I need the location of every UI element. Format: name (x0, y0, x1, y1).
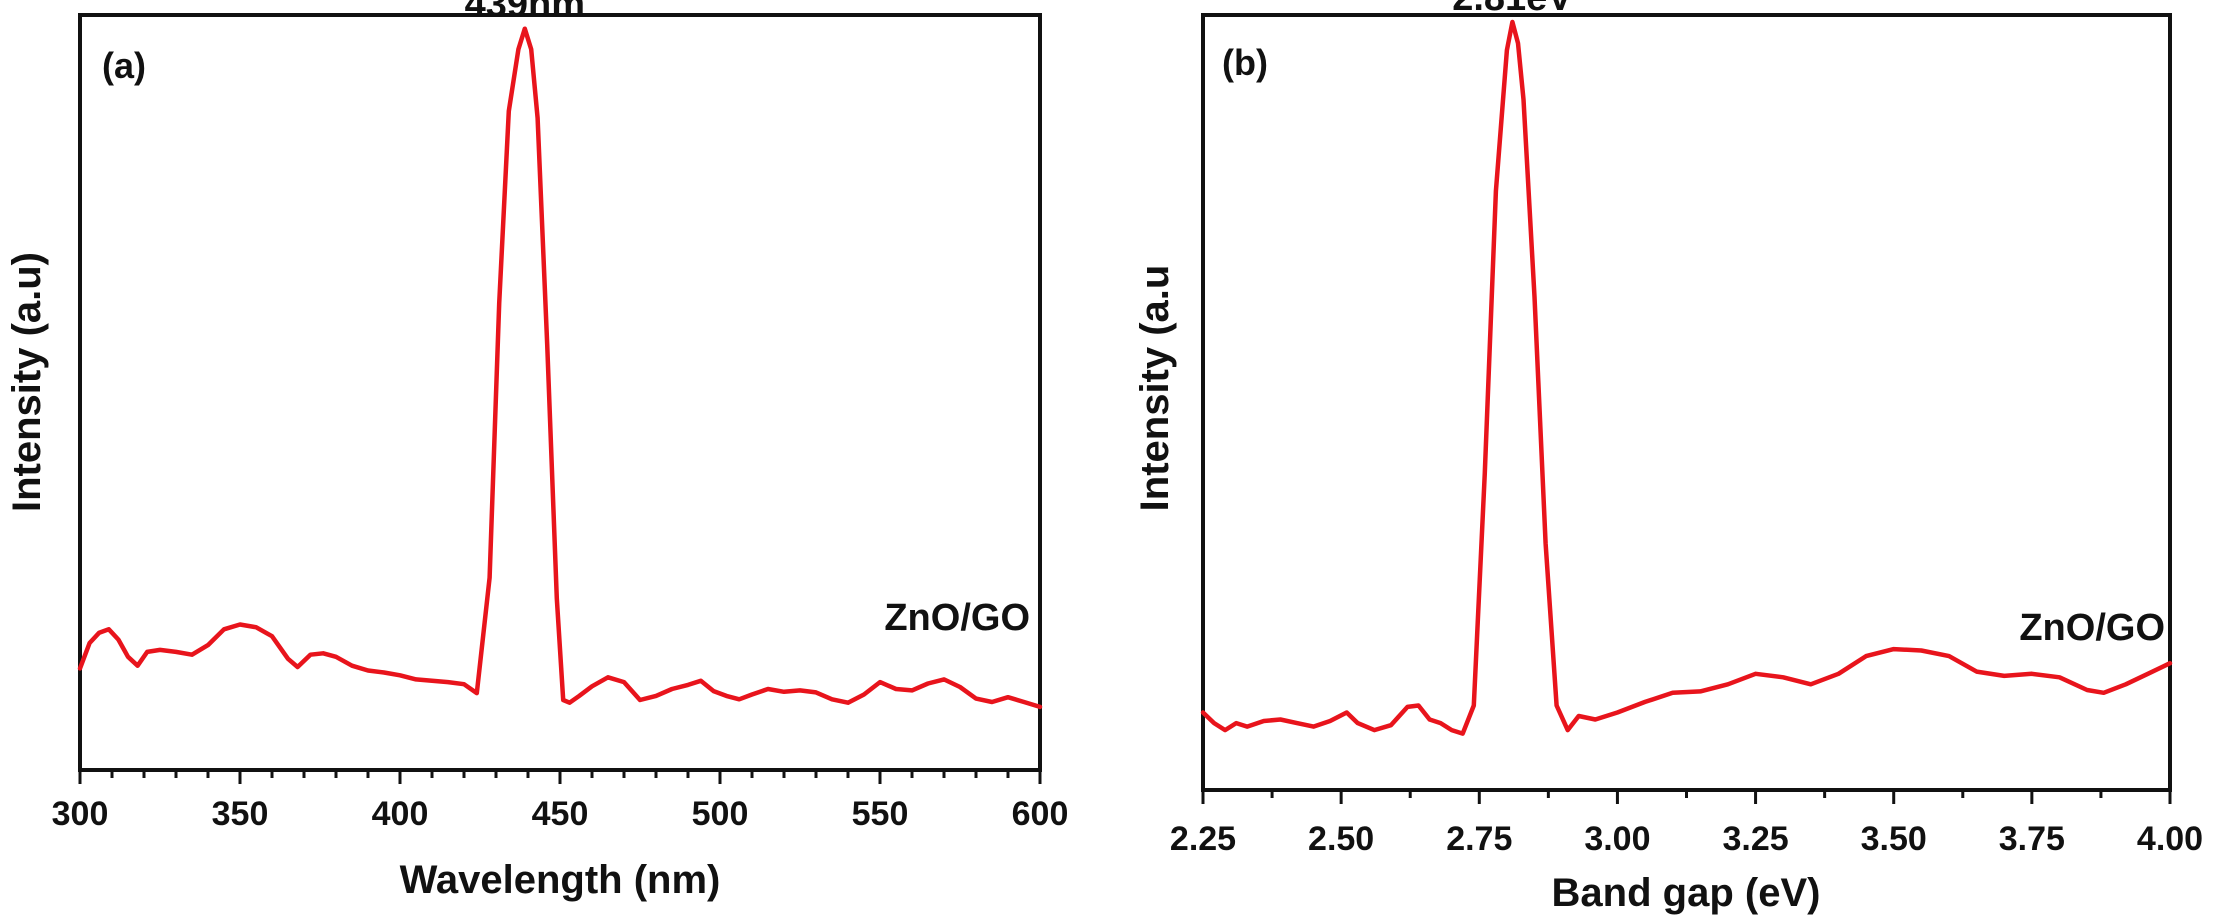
x-tick-label: 600 (1012, 795, 1069, 833)
x-tick-label: 3.00 (1584, 820, 1650, 858)
chart-panel-a: 300 350 400 450 500 550 600 (a) 439nm ZnO/GO W… (5, 0, 1068, 902)
x-tick-label: 2.50 (1308, 820, 1374, 858)
x-tick-label: 3.50 (1861, 820, 1927, 858)
series-label-b: ZnO/GO (2019, 607, 2165, 649)
x-tick-label: 350 (212, 795, 269, 833)
x-tick-label: 450 (532, 795, 589, 833)
peak-annotation-a: 439nm (465, 0, 585, 26)
panel-label-b: (b) (1222, 42, 1268, 83)
series-line-zno-go-b (1200, 19, 2173, 736)
chart-panel-b: 2.25 2.50 2.75 3.00 3.25 3.50 3.75 4.00 (b) 2.8… (1133, 0, 2203, 915)
x-tick-labels-a: 300 350 400 450 500 550 600 (52, 795, 1069, 833)
x-axis-title-a: Wavelength (nm) (400, 858, 721, 902)
x-tick-label: 2.75 (1446, 820, 1512, 858)
x-tick-labels-b: 2.25 2.50 2.75 3.00 3.25 3.50 3.75 4.00 (1170, 820, 2203, 858)
y-axis-title-b: Intensity (a.u (1133, 265, 1177, 512)
x-tick-label: 3.75 (1999, 820, 2065, 858)
x-tick-label: 550 (852, 795, 909, 833)
x-tick-label: 500 (692, 795, 749, 833)
panel-label-a: (a) (102, 45, 146, 86)
x-tick-label: 300 (52, 795, 109, 833)
x-tick-label: 3.25 (1722, 820, 1788, 858)
x-tick-label: 400 (372, 795, 429, 833)
peak-annotation-b: 2.81eV (1452, 0, 1573, 19)
x-ticks-a (78, 770, 1042, 784)
x-axis-title-b: Band gap (eV) (1552, 871, 1821, 915)
x-tick-label: 4.00 (2137, 820, 2203, 858)
x-ticks-b (1201, 790, 2172, 804)
series-label-a: ZnO/GO (884, 597, 1030, 639)
x-tick-label: 2.25 (1170, 820, 1236, 858)
y-axis-title-a: Intensity (a.u) (5, 252, 49, 512)
series-line-zno-go-a (77, 26, 1043, 710)
